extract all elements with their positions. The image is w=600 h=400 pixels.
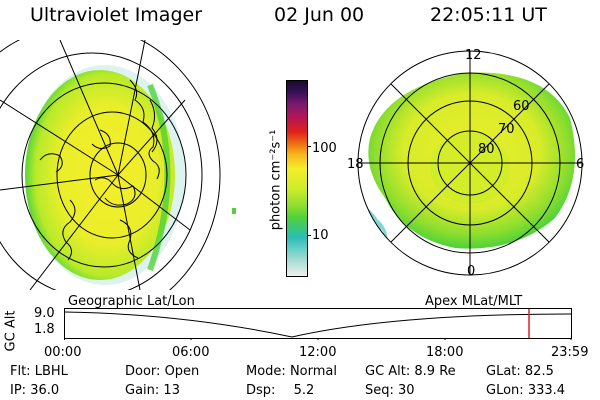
altitude-xtick-1200: 12:00 — [299, 345, 337, 360]
info-gain-label: Gain: — [125, 383, 160, 398]
colorbar-tick-10: 10 — [312, 228, 329, 243]
info-mode-value: Normal — [289, 364, 337, 379]
info-dsp-label: Dsp: — [246, 383, 276, 398]
info-filter-value: LBHL — [34, 364, 68, 379]
mlat-label-60: 60 — [513, 99, 530, 114]
earth-disk — [25, 70, 175, 280]
info-glon-value: 333.4 — [527, 383, 566, 398]
altitude-xtick-1800: 18:00 — [426, 345, 464, 360]
info-dsp-value: 5.2 — [293, 383, 315, 398]
info-mode: Mode: Normal — [246, 364, 337, 379]
image-time: 22:05:11 UT — [430, 4, 547, 26]
info-glon-label: GLon: — [486, 383, 524, 398]
image-date: 02 Jun 00 — [274, 4, 365, 26]
info-glat-label: GLat: — [486, 364, 521, 379]
info-seq: Seq: 30 — [365, 383, 415, 398]
coastlines — [39, 79, 160, 261]
emission-speck — [232, 208, 236, 214]
mlt-label-0: 0 — [467, 264, 475, 278]
info-door-label: Door: — [125, 364, 161, 379]
info-gc-alt-value: 8.9 Re — [414, 364, 456, 379]
altitude-ylabel: GC Alt — [3, 310, 19, 352]
polar-grid — [357, 50, 583, 276]
info-filter: Flt: LBHL — [10, 364, 68, 379]
mlt-label-6: 6 — [576, 157, 584, 172]
info-door-value: Open — [164, 364, 200, 379]
mlt-label-12: 12 — [465, 48, 482, 63]
info-gc-alt: GC Alt: 8.9 Re — [365, 364, 456, 379]
info-glat: GLat: 82.5 — [486, 364, 554, 379]
info-ip-label: IP: — [10, 383, 27, 398]
apex-polar-map: 60 70 80 12 18 6 0 — [347, 48, 584, 278]
info-seq-value: 30 — [398, 383, 415, 398]
info-seq-label: Seq: — [365, 383, 394, 398]
colorbar-unit-label: photon cm⁻²s⁻¹ — [268, 129, 284, 231]
colorbar — [286, 80, 308, 277]
info-ip-value: 36.0 — [30, 383, 60, 398]
info-gain-value: 13 — [163, 383, 180, 398]
info-gc-alt-label: GC Alt: — [365, 364, 411, 379]
altitude-ytick-1-8: 1.8 — [34, 322, 55, 337]
geo-grid — [0, 40, 221, 290]
info-glon: GLon: 333.4 — [486, 383, 565, 398]
geographic-map-label: Geographic Lat/Lon — [68, 294, 195, 309]
info-mode-label: Mode: — [246, 364, 286, 379]
geographic-map — [0, 40, 221, 290]
info-dsp: Dsp: 5.2 — [246, 383, 314, 398]
altitude-plot — [64, 308, 572, 340]
altitude-xtick-0600: 06:00 — [172, 345, 210, 360]
info-filter-label: Flt: — [10, 364, 31, 379]
altitude-xtick-2359: 23:59 — [551, 345, 589, 360]
altitude-xtick-0000: 00:00 — [44, 345, 82, 360]
mlat-label-80: 80 — [478, 142, 495, 157]
colorbar-tick-100: 100 — [312, 141, 337, 156]
instrument-title: Ultraviolet Imager — [30, 4, 203, 26]
info-door: Door: Open — [125, 364, 199, 379]
altitude-curve — [64, 311, 572, 338]
mlt-label-18: 18 — [347, 157, 364, 172]
altitude-ytick-9: 9.0 — [34, 306, 55, 321]
mlat-label-70: 70 — [498, 122, 515, 137]
info-gain: Gain: 13 — [125, 383, 180, 398]
apex-map-label: Apex MLat/MLT — [425, 294, 523, 309]
info-glat-value: 82.5 — [524, 364, 554, 379]
info-ip: IP: 36.0 — [10, 383, 59, 398]
